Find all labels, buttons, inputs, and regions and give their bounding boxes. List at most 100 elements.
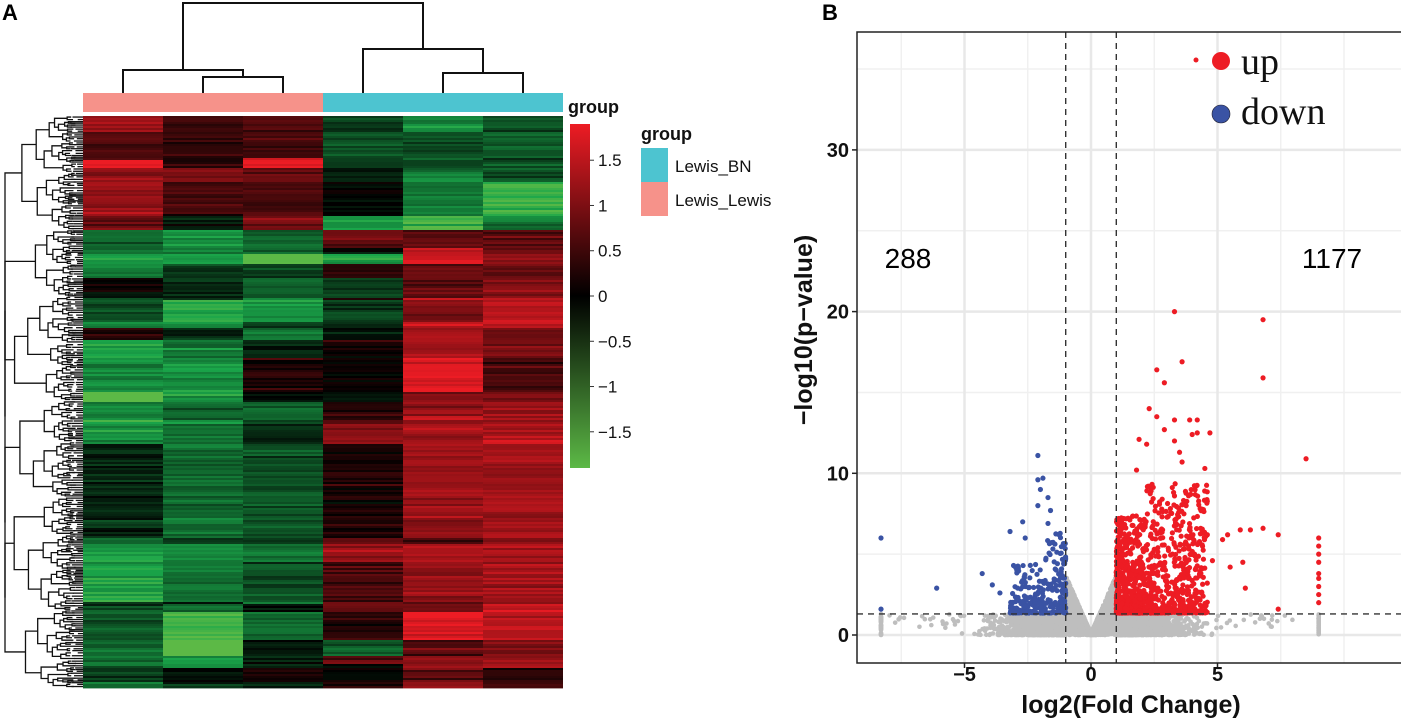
- heatmap-cell: [483, 140, 563, 143]
- heatmap-cell: [83, 438, 163, 441]
- heatmap-cell: [323, 498, 403, 501]
- heatmap-cell: [243, 212, 323, 215]
- heatmap-cell: [83, 150, 163, 153]
- heatmap-cell: [483, 592, 563, 595]
- heatmap-cell: [483, 584, 563, 587]
- heatmap-cell: [483, 282, 563, 285]
- heatmap-cell: [83, 276, 163, 279]
- heatmap-cell: [163, 518, 243, 521]
- heatmap-cell: [323, 434, 403, 437]
- heatmap-cell: [163, 468, 243, 471]
- heatmap-cell: [403, 302, 483, 305]
- heatmap-cell: [323, 206, 403, 209]
- heatmap-cell: [243, 512, 323, 515]
- heatmap-cell: [403, 484, 483, 487]
- heatmap-cell: [323, 340, 403, 343]
- heatmap-cell: [323, 660, 403, 663]
- heatmap-cell: [403, 542, 483, 545]
- heatmap-cell: [483, 558, 563, 561]
- heatmap-cell: [83, 182, 163, 185]
- heatmap-cell: [243, 576, 323, 579]
- heatmap-cell: [483, 216, 563, 219]
- heatmap-cell: [483, 310, 563, 313]
- heatmap-cell: [323, 284, 403, 287]
- heatmap-cell: [163, 552, 243, 555]
- heatmap-cell: [243, 190, 323, 193]
- heatmap-cell: [323, 126, 403, 129]
- heatmap-cell: [403, 180, 483, 183]
- heatmap-cell: [163, 358, 243, 361]
- heatmap-cell: [483, 518, 563, 521]
- heatmap-cell: [163, 420, 243, 423]
- heatmap-cell: [163, 398, 243, 401]
- volcano-gridlines: [857, 32, 1401, 663]
- heatmap-cell: [83, 634, 163, 637]
- dendrogram-branch: [62, 181, 76, 186]
- heatmap-cell: [243, 446, 323, 449]
- heatmap-cell: [83, 538, 163, 541]
- heatmap-cell: [83, 612, 163, 615]
- heatmap-cell: [243, 228, 323, 231]
- heatmap-cell: [243, 520, 323, 523]
- heatmap-cell: [163, 646, 243, 649]
- heatmap-cell: [163, 156, 243, 159]
- heatmap-cell: [403, 448, 483, 451]
- heatmap-cell: [323, 446, 403, 449]
- heatmap-cell: [243, 432, 323, 435]
- heatmap-cell: [163, 562, 243, 565]
- heatmap-cell: [243, 210, 323, 213]
- dendrogram-branch: [70, 371, 75, 375]
- heatmap-cell: [243, 270, 323, 273]
- heatmap-cell: [243, 310, 323, 313]
- heatmap-cell: [483, 512, 563, 515]
- heatmap-cell: [403, 586, 483, 589]
- heatmap-cell: [323, 518, 403, 521]
- dendrogram-branch: [69, 442, 75, 446]
- heatmap-cell: [83, 532, 163, 535]
- heatmap-cell: [483, 212, 563, 215]
- heatmap-cell: [243, 332, 323, 335]
- heatmap-cell: [323, 250, 403, 253]
- heatmap-cell: [483, 308, 563, 311]
- heatmap-cell: [83, 290, 163, 293]
- heatmap-cell: [243, 376, 323, 379]
- heatmap-cell: [243, 680, 323, 683]
- heatmap-cell: [243, 528, 323, 531]
- dendrogram-branch: [67, 429, 73, 433]
- heatmap-cell: [403, 144, 483, 147]
- heatmap-cell: [243, 360, 323, 363]
- heatmap-cell: [483, 364, 563, 367]
- heatmap-cell: [243, 582, 323, 585]
- heatmap-cell: [83, 202, 163, 205]
- heatmap-cell: [323, 576, 403, 579]
- heatmap-cell: [243, 418, 323, 421]
- heatmap-cell: [403, 642, 483, 645]
- heatmap-cell: [163, 482, 243, 485]
- heatmap-cell: [483, 532, 563, 535]
- heatmap-cell: [483, 144, 563, 147]
- heatmap-cell: [83, 574, 163, 577]
- heatmap-cell: [163, 610, 243, 613]
- heatmap-cell: [243, 628, 323, 631]
- heatmap-cell: [323, 588, 403, 591]
- heatmap-cell: [243, 146, 323, 149]
- heatmap-cell: [403, 140, 483, 143]
- heatmap-cell: [403, 460, 483, 463]
- heatmap-cell: [83, 534, 163, 537]
- heatmap-cell: [483, 686, 563, 689]
- heatmap-cell: [83, 648, 163, 651]
- heatmap-cell: [163, 458, 243, 461]
- dendrogram-branch: [62, 427, 76, 432]
- heatmap-cell: [403, 682, 483, 685]
- dendrogram-branch: [4, 446, 20, 598]
- heatmap-cell: [403, 226, 483, 229]
- heatmap-cell: [323, 146, 403, 149]
- heatmap-cell: [163, 404, 243, 407]
- heatmap-cell: [323, 642, 403, 645]
- heatmap-cell: [483, 274, 563, 277]
- heatmap-cell: [323, 478, 403, 481]
- heatmap-cell: [483, 284, 563, 287]
- heatmap-cell: [483, 682, 563, 685]
- heatmap-cell: [163, 678, 243, 681]
- heatmap-cell: [163, 524, 243, 527]
